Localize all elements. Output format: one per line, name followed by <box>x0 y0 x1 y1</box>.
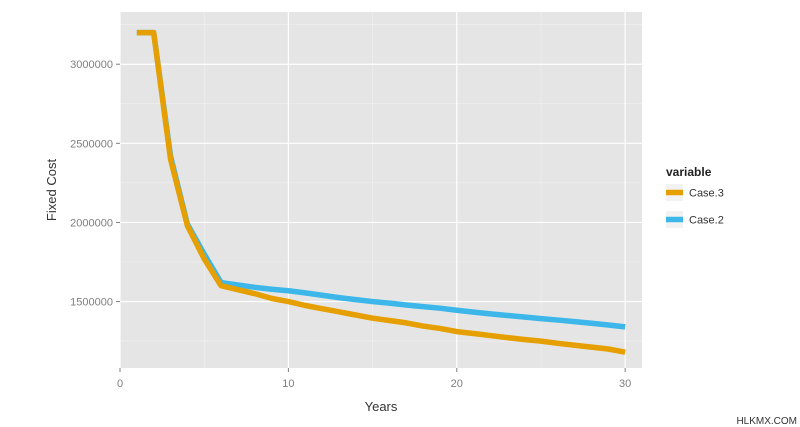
legend: variable Case.3 Case.2 <box>666 165 724 228</box>
x-tick-label: 30 <box>619 378 631 390</box>
legend-label: Case.3 <box>689 188 724 200</box>
series-lines <box>136 29 626 355</box>
y-tick-label: 1500000 <box>70 297 113 309</box>
legend-title: variable <box>666 165 712 179</box>
x-tick-label: 10 <box>282 378 294 390</box>
y-tick-label: 3000000 <box>70 59 113 71</box>
legend-label: Case.2 <box>689 215 724 227</box>
plot-panel <box>120 12 642 368</box>
y-axis: 1500000 2000000 2500000 3000000 <box>70 59 120 309</box>
x-tick-label: 20 <box>451 378 463 390</box>
y-tick-label: 2000000 <box>70 217 113 229</box>
y-tick-label: 2500000 <box>70 138 113 150</box>
y-axis-title: Fixed Cost <box>44 159 59 222</box>
x-axis-title: Years <box>365 399 398 414</box>
watermark-text: HLKMX.COM <box>736 416 797 427</box>
series-line-case-3 <box>136 29 626 355</box>
x-axis: 0 10 20 30 <box>117 368 631 390</box>
x-tick-label: 0 <box>117 378 123 390</box>
